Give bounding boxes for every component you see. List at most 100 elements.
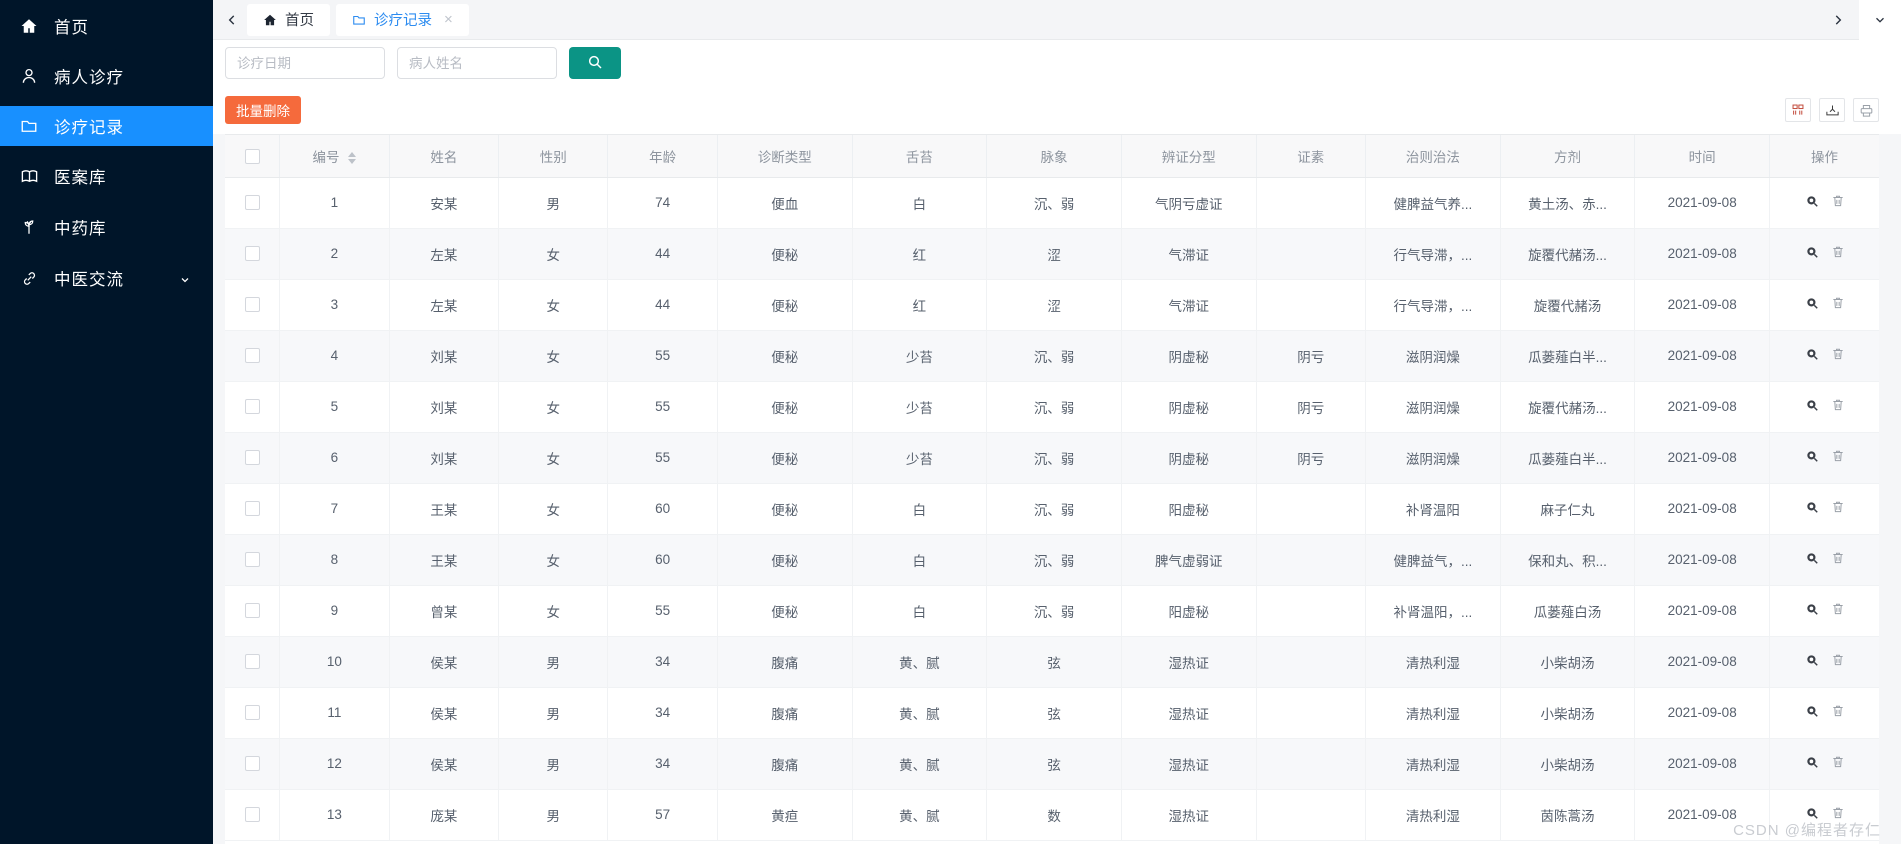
table-row[interactable]: 3 左某女 44 便秘红涩气滞证 行气导滞，... 旋覆代赭汤 2021-09-08 (225, 279, 1879, 331)
cell-tongue: 白 (852, 483, 988, 535)
table-row[interactable]: 9 曾某女 55 便秘白沉、弱 阳虚秘 补肾温阳，... 瓜蒌薤白汤 2021-09-08 (225, 585, 1879, 637)
chevron-down-icon[interactable] (179, 272, 191, 284)
table-row[interactable]: 13 庞某男 57 黄疸 黄、腻数湿热证 清热利湿 茵陈蒿汤 2021-09-08 (225, 789, 1879, 841)
row-select-cell[interactable] (225, 177, 281, 229)
search-name-input[interactable] (397, 47, 557, 79)
view-icon[interactable] (1805, 245, 1819, 259)
row-select-cell[interactable] (225, 687, 281, 739)
chevron-right-icon[interactable] (1817, 0, 1859, 40)
row-checkbox[interactable] (244, 450, 260, 466)
row-checkbox[interactable] (244, 246, 260, 262)
row-checkbox[interactable] (244, 501, 260, 517)
cell-diagnosis-type: 便秘 (717, 432, 853, 484)
columns-icon[interactable] (1785, 98, 1811, 122)
search-date-input[interactable] (225, 47, 385, 79)
row-select-cell[interactable] (225, 330, 281, 382)
delete-icon[interactable] (1831, 194, 1845, 208)
close-icon[interactable]: × (444, 11, 453, 28)
view-icon[interactable] (1805, 755, 1819, 769)
sidebar-item-treatment-records[interactable]: 诊疗记录 (0, 106, 213, 146)
row-select-cell[interactable] (225, 534, 281, 586)
sidebar-item-herb-library[interactable]: 中药库 (0, 207, 213, 247)
export-icon[interactable] (1819, 98, 1845, 122)
table-row[interactable]: 6 刘某女 55 便秘 少苔 沉、弱 阴虚秘 阴亏 滋阴润燥 瓜蒌薤白半... 2021-09-08 (225, 432, 1879, 484)
view-icon[interactable] (1805, 500, 1819, 514)
table-row[interactable]: 5 刘某女 55 便秘 少苔 沉、弱 阴虚秘 阴亏 滋阴润燥 旋覆代赭汤... 2021-09-08 (225, 381, 1879, 433)
chevron-left-icon[interactable] (217, 0, 247, 40)
sidebar-item-case-library[interactable]: 医案库 (0, 156, 213, 196)
records-table-container[interactable]: 编号 姓名 性别 年龄 诊断类型 舌苔 脉象 辨证分型 证素 治则治法 方剂 时 (225, 134, 1879, 844)
delete-icon[interactable] (1831, 296, 1845, 310)
table-row[interactable]: 2 左某女 44 便秘红涩气滞证 行气导滞，... 旋覆代赭汤... 2021-09-08 (225, 228, 1879, 280)
view-icon[interactable] (1805, 653, 1819, 667)
view-icon[interactable] (1805, 296, 1819, 310)
delete-icon[interactable] (1831, 755, 1845, 769)
batch-delete-button[interactable]: 批量删除 (225, 96, 301, 124)
row-checkbox[interactable] (244, 756, 260, 772)
row-checkbox[interactable] (244, 297, 260, 313)
row-checkbox[interactable] (244, 654, 260, 670)
row-checkbox[interactable] (244, 348, 260, 364)
delete-icon[interactable] (1831, 347, 1845, 361)
select-all-checkbox[interactable] (244, 148, 260, 164)
table-row[interactable]: 10 侯某男 34 腹痛 黄、腻弦湿热证 清热利湿 小柴胡汤 2021-09-08 (225, 636, 1879, 688)
row-checkbox[interactable] (244, 603, 260, 619)
row-select-cell[interactable] (225, 483, 281, 535)
table-row[interactable]: 4 刘某女 55 便秘 少苔 沉、弱 阴虚秘 阴亏 滋阴润燥 瓜蒌薤白半... 2021-09-08 (225, 330, 1879, 382)
delete-icon[interactable] (1831, 602, 1845, 616)
delete-icon[interactable] (1831, 806, 1845, 820)
sidebar-item-patient-treatment[interactable]: 病人诊疗 (0, 56, 213, 96)
cell-tongue: 少苔 (852, 432, 988, 484)
view-icon[interactable] (1805, 602, 1819, 616)
row-checkbox[interactable] (244, 807, 260, 823)
cell-formula: 瓜蒌薤白半... (1500, 330, 1636, 382)
view-icon[interactable] (1805, 347, 1819, 361)
print-icon[interactable] (1853, 98, 1879, 122)
row-checkbox[interactable] (244, 399, 260, 415)
cell-pulse: 沉、弱 (986, 534, 1122, 586)
view-icon[interactable] (1805, 449, 1819, 463)
book-icon (18, 165, 40, 187)
row-select-cell[interactable] (225, 738, 281, 790)
delete-icon[interactable] (1831, 398, 1845, 412)
table-row[interactable]: 12 侯某男 34 腹痛 黄、腻弦湿热证 清热利湿 小柴胡汤 2021-09-08 (225, 738, 1879, 790)
chevron-down-icon[interactable] (1859, 0, 1901, 40)
th-select-all[interactable] (225, 135, 281, 178)
delete-icon[interactable] (1831, 653, 1845, 667)
delete-icon[interactable] (1831, 245, 1845, 259)
delete-icon[interactable] (1831, 449, 1845, 463)
tab-treatment-records[interactable]: 诊疗记录 × (336, 3, 469, 36)
row-checkbox[interactable] (244, 195, 260, 211)
delete-icon[interactable] (1831, 704, 1845, 718)
tab-home[interactable]: 首页 (247, 3, 330, 36)
delete-icon[interactable] (1831, 500, 1845, 514)
view-icon[interactable] (1805, 551, 1819, 565)
search-button[interactable] (569, 47, 621, 79)
view-icon[interactable] (1805, 704, 1819, 718)
view-icon[interactable] (1805, 806, 1819, 820)
th-evidence: 证素 (1256, 135, 1367, 178)
sidebar-item-home[interactable]: 首页 (0, 6, 213, 46)
row-select-cell[interactable] (225, 228, 281, 280)
row-select-cell[interactable] (225, 381, 281, 433)
view-icon[interactable] (1805, 194, 1819, 208)
row-action-icons (1805, 551, 1845, 565)
view-icon[interactable] (1805, 398, 1819, 412)
row-select-cell[interactable] (225, 432, 281, 484)
row-select-cell[interactable] (225, 279, 281, 331)
row-select-cell[interactable] (225, 585, 281, 637)
table-row[interactable]: 8 王某女 60 便秘白沉、弱 脾气虚弱证 健脾益气，... 保和丸、积... 2021-09… (225, 534, 1879, 586)
row-checkbox[interactable] (244, 705, 260, 721)
table-row[interactable]: 11 侯某男 34 腹痛 黄、腻弦湿热证 清热利湿 小柴胡汤 2021-09-08 (225, 687, 1879, 739)
cell-diagnosis-type: 腹痛 (717, 687, 853, 739)
th-id[interactable]: 编号 (279, 135, 390, 178)
row-select-cell[interactable] (225, 789, 281, 841)
delete-icon[interactable] (1831, 551, 1845, 565)
cell-id: 8 (279, 534, 390, 586)
table-row[interactable]: 7 王某女 60 便秘白沉、弱 阳虚秘 补肾温阳 麻子仁丸 2021-09-08 (225, 483, 1879, 535)
row-checkbox[interactable] (244, 552, 260, 568)
table-row[interactable]: 1 安某男 74 便血白沉、弱 气阴亏虚证 健脾益气养... 黄土汤、赤... 2021-09… (225, 177, 1879, 229)
row-select-cell[interactable] (225, 636, 281, 688)
sidebar-item-tcm-exchange[interactable]: 中医交流 (0, 258, 213, 298)
sort-icon[interactable] (348, 152, 357, 165)
